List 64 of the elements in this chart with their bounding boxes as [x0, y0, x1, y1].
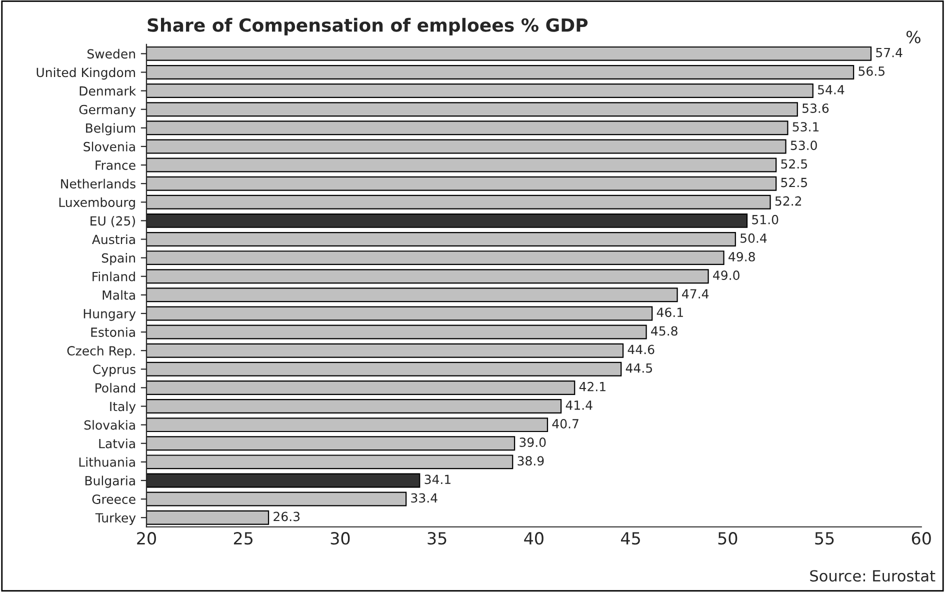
data-label: 57.4 — [876, 48, 902, 58]
y-tick-label: Belgium — [86, 123, 135, 136]
x-tick-label: 35 — [428, 532, 446, 545]
data-label: 52.5 — [781, 159, 807, 169]
y-tick-label: Lithuania — [79, 457, 135, 467]
data-label: 41.4 — [566, 400, 592, 410]
y-tick-label: Greece — [92, 494, 136, 504]
y-tick-label: Estonia — [91, 327, 135, 337]
data-label: 54.4 — [818, 85, 844, 94]
data-label: 53.0 — [790, 140, 817, 150]
y-tick-label: Latvia — [99, 438, 135, 448]
y-tick-label: Slovenia — [84, 142, 135, 152]
x-tick-label: 60 — [912, 532, 931, 545]
y-tick-label: Austria — [92, 234, 135, 244]
x-tick-label: 25 — [234, 532, 252, 545]
y-tick-label: Netherlands — [61, 178, 136, 189]
y-tick-label: EU (25) — [90, 216, 135, 228]
data-label: 51.0 — [752, 214, 778, 224]
y-tick-label: Sweden — [87, 48, 135, 59]
data-label: 33.4 — [411, 493, 438, 503]
y-tick-label: Cyprus — [93, 364, 136, 376]
chart-title: Share of Compensation of emploees % GDP — [148, 18, 588, 36]
data-label: 50.4 — [740, 233, 767, 243]
data-label: 39.0 — [520, 438, 546, 447]
y-tick-label: Bulgaria — [85, 476, 135, 488]
y-tick-label: France — [96, 160, 136, 170]
y-tick-label: Turkey — [95, 512, 136, 525]
y-tick-label: Malta — [102, 290, 135, 300]
x-tick-label: 40 — [524, 532, 544, 545]
x-tick-label: 30 — [330, 532, 350, 545]
data-label: 53.6 — [802, 104, 829, 113]
data-label: 42.1 — [579, 382, 606, 392]
data-label: 38.9 — [518, 456, 544, 466]
y-tick-label: Denmark — [80, 86, 136, 96]
source-note: Source: Eurostat — [810, 570, 936, 582]
y-tick-label: Spain — [102, 253, 135, 266]
data-label: 45.8 — [651, 326, 678, 336]
y-tick-label: Czech Rep. — [67, 346, 135, 358]
y-tick-label: Luxembourg — [59, 197, 135, 210]
data-label: 40.7 — [552, 418, 578, 428]
data-label: 56.5 — [858, 66, 884, 76]
data-label: 53.1 — [792, 122, 819, 132]
y-tick-label: United Kingdom — [36, 67, 135, 80]
data-label: 46.1 — [656, 308, 683, 318]
y-tick-label: Finland — [92, 272, 135, 282]
data-label: 34.1 — [424, 474, 450, 484]
x-tick-label: 50 — [718, 532, 738, 545]
data-label: 47.4 — [682, 289, 709, 298]
data-label: 52.2 — [775, 196, 802, 206]
y-tick-label: Hungary — [84, 309, 136, 321]
data-label: 49.0 — [713, 270, 740, 280]
x-tick-label: 45 — [621, 532, 640, 545]
y-tick-label: Italy — [110, 402, 136, 414]
data-label: 52.5 — [781, 178, 807, 188]
data-label: 49.8 — [728, 252, 755, 262]
data-label: 44.6 — [628, 344, 654, 354]
y-tick-label: Poland — [96, 382, 135, 393]
data-label: 26.3 — [274, 512, 300, 522]
text: % — [906, 30, 920, 44]
x-tick-label: 55 — [815, 532, 834, 545]
y-tick-label: Germany — [79, 104, 136, 117]
y-tick-label: Slovakia — [84, 420, 135, 430]
x-tick-label: 20 — [137, 532, 156, 545]
data-label: 44.5 — [626, 363, 652, 373]
